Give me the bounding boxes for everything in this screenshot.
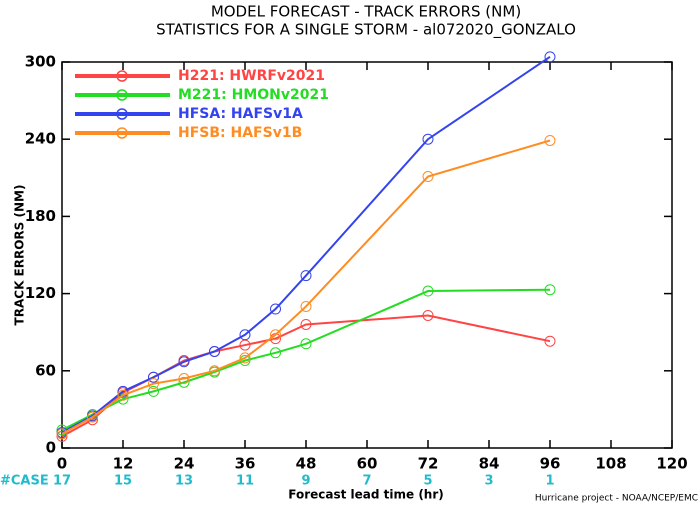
series-point [422, 285, 434, 297]
x-tick-label: 120 [656, 455, 687, 473]
case-count: 15 [114, 474, 132, 489]
x-tick-label: 48 [296, 455, 317, 473]
x-tick-label: 36 [235, 455, 256, 473]
legend-label: HFSA: HAFSv1A [178, 106, 303, 122]
series-line [61, 314, 551, 438]
series-point [209, 365, 220, 377]
series-point [87, 411, 98, 423]
series-point [239, 352, 251, 364]
series-point [422, 309, 434, 321]
series-point [300, 338, 312, 350]
x-tick-label: 24 [174, 455, 195, 473]
y-tick-label: 300 [25, 53, 56, 71]
y-tick-label: 180 [25, 207, 56, 225]
series-point [422, 133, 434, 145]
case-count: 17 [53, 474, 71, 489]
x-tick-label: 12 [113, 455, 134, 473]
y-tick-label: 120 [25, 284, 56, 302]
series-point [422, 171, 434, 183]
chart-title: MODEL FORECAST - TRACK ERRORS (NM) [211, 3, 521, 21]
x-tick-label: 96 [540, 455, 561, 473]
series-point [270, 347, 281, 359]
legend-marker [116, 89, 128, 101]
legend-label: HFSB: HAFSv1B [178, 125, 302, 141]
series-point [117, 389, 129, 401]
case-count: 9 [301, 474, 310, 489]
series-point [300, 318, 312, 330]
series-point [148, 371, 159, 383]
y-axis-label: TRACK ERRORS (NM) [13, 185, 27, 326]
legend-label: M221: HMONv2021 [178, 87, 329, 103]
series-point [209, 346, 220, 357]
x-tick-label: 0 [57, 455, 67, 473]
case-count: 7 [362, 474, 371, 489]
legend-label: H221: HWRFv2021 [178, 68, 325, 84]
series-point [148, 385, 159, 397]
series-line [61, 56, 551, 434]
series-point [300, 270, 312, 282]
y-tick-label: 240 [25, 130, 56, 148]
series-point [56, 428, 68, 440]
series-point [178, 376, 190, 388]
x-tick-label: 108 [595, 455, 626, 473]
y-tick-label: 0 [46, 439, 56, 457]
x-tick-label: 84 [479, 455, 500, 473]
series-point [239, 329, 251, 341]
x-tick-label: 60 [357, 455, 378, 473]
plot-frame [61, 61, 673, 449]
series-point [148, 378, 159, 390]
case-count: 11 [236, 474, 254, 489]
x-tick-label: 72 [418, 455, 439, 473]
series-line [61, 288, 551, 431]
y-tick-label: 60 [35, 361, 56, 379]
case-label: #CASE [0, 474, 49, 489]
series-point [544, 134, 556, 146]
x-axis-label: Forecast lead time (hr) [288, 488, 444, 502]
series-point [270, 329, 281, 341]
case-count: 5 [423, 474, 432, 489]
series-point [544, 335, 556, 347]
footer: Hurricane project - NOAA/NCEP/EMC [535, 494, 698, 504]
case-count: 3 [484, 474, 493, 489]
series-point [178, 356, 190, 368]
series-point [178, 373, 190, 385]
legend-marker [116, 127, 128, 139]
series-point [300, 300, 312, 312]
case-count: 13 [175, 474, 193, 489]
legend-marker [116, 108, 128, 120]
series-line [61, 139, 551, 435]
case-count: 1 [545, 474, 554, 489]
series-point [544, 51, 556, 63]
legend-marker [116, 70, 128, 82]
series-point [544, 284, 556, 296]
series-point [270, 303, 281, 315]
chart-subtitle: STATISTICS FOR A SINGLE STORM - al072020… [156, 21, 576, 40]
